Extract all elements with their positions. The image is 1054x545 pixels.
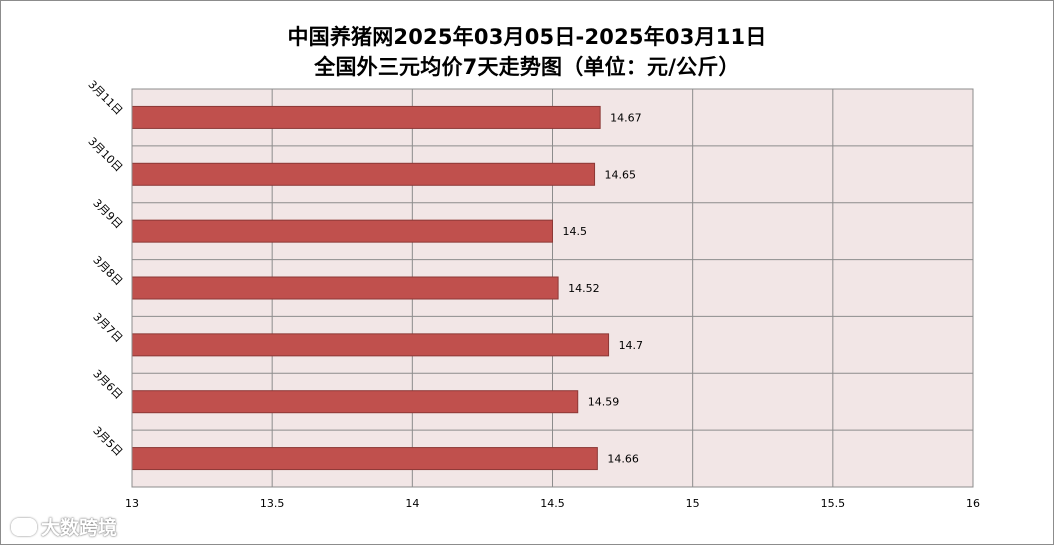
- y-axis-ticks: 3月11日 3月10日 3月9日 3月8日 3月7日 3月6日 3月5日: [85, 78, 125, 459]
- x-axis-ticks: 13 13.5 14 14.5 15 15.5 16: [125, 497, 980, 510]
- bar: [131, 333, 610, 357]
- x-tick-label: 13: [125, 497, 139, 510]
- x-tick-label: 14.5: [540, 497, 565, 510]
- bar: [131, 105, 601, 129]
- watermark: 大数跨境: [11, 513, 117, 540]
- y-tick-label: 3月5日: [90, 424, 125, 459]
- chart-title: 中国养猪网2025年03月05日-2025年03月11日: [287, 25, 767, 49]
- bar: [131, 390, 579, 414]
- y-tick-label: 3月8日: [90, 253, 125, 288]
- bar: [131, 162, 596, 186]
- x-tick-label: 16: [966, 497, 980, 510]
- bar: [131, 276, 559, 300]
- data-label: 14.59: [588, 396, 620, 409]
- watermark-text: 大数跨境: [41, 517, 118, 539]
- bar: [131, 219, 553, 243]
- x-tick-label: 13.5: [260, 497, 285, 510]
- data-label: 14.66: [607, 453, 639, 466]
- data-label: 14.5: [563, 225, 588, 238]
- x-tick-label: 14: [405, 497, 419, 510]
- y-tick-label: 3月11日: [85, 78, 125, 118]
- data-label: 14.67: [610, 111, 642, 124]
- plot-border: [131, 88, 974, 488]
- x-tick-label: 15.5: [821, 497, 846, 510]
- watermark-logo-icon: [11, 517, 37, 536]
- data-label: 14.7: [619, 339, 644, 352]
- data-label: 14.52: [568, 282, 600, 295]
- y-tick-label: 3月6日: [90, 367, 125, 402]
- y-tick-label: 3月9日: [90, 197, 125, 232]
- bar: [131, 447, 598, 471]
- x-tick-label: 15: [686, 497, 700, 510]
- data-label: 14.65: [605, 168, 637, 181]
- y-tick-label: 3月10日: [85, 135, 125, 175]
- y-tick-label: 3月7日: [90, 310, 125, 345]
- data-labels: 14.67 14.65 14.5 14.52 14.7 14.59 14.66: [563, 111, 644, 465]
- chart-subtitle: 全国外三元均价7天走势图（单位：元/公斤）: [314, 55, 740, 79]
